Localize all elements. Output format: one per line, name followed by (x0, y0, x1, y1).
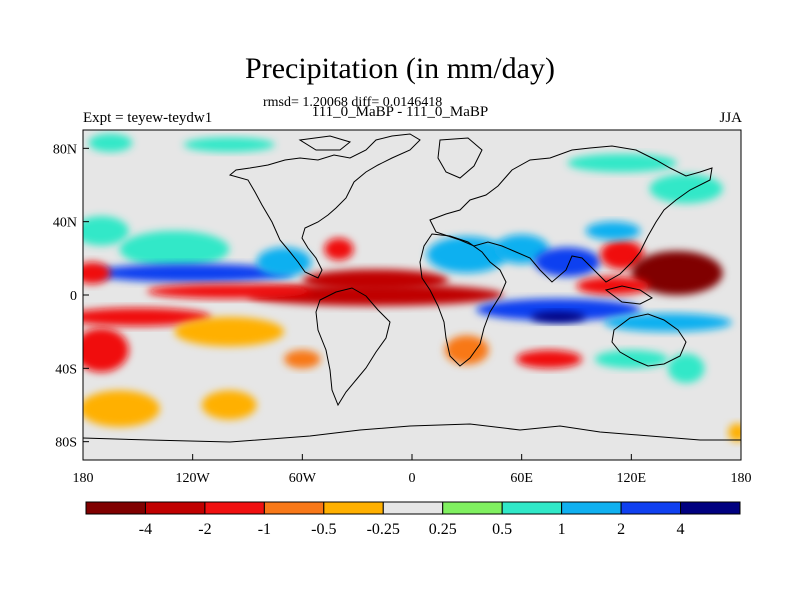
coastline-antarctica (83, 423, 741, 443)
anomaly-cell-23 (576, 276, 650, 296)
coastline-greenland (437, 137, 483, 179)
y-tick-label-3: 40S (55, 362, 77, 377)
anomaly-cell-30 (667, 353, 705, 384)
x-tick-label-0: 180 (73, 471, 94, 486)
y-tick-label-0: 80N (53, 142, 77, 157)
x-tick-label-4: 60E (510, 471, 533, 486)
experiment-label: Expt = teyew-teydw1 (83, 110, 213, 126)
coastline-arctic-islands (298, 135, 352, 151)
anomaly-cell-28 (516, 350, 582, 369)
anomaly-cell-21 (600, 240, 645, 270)
anomaly-cell-19 (494, 234, 550, 264)
anomaly-cell-6 (92, 263, 294, 283)
anomaly-cell-10 (247, 284, 504, 306)
anomaly-cell-20 (534, 247, 601, 277)
anomaly-cell-24 (475, 298, 641, 321)
coastline-maritime-continent (604, 285, 653, 305)
colorbar-label-8: 2 (617, 521, 625, 538)
anomaly-cell-16 (83, 390, 160, 427)
y-tick-label-4: 80S (55, 436, 77, 451)
y-tick-label-2: 0 (70, 289, 77, 304)
colorbar-swatch-8 (561, 501, 622, 515)
coastline-africa (419, 233, 507, 367)
anomaly-cell-17 (201, 390, 257, 420)
anomaly-cell-22 (631, 251, 723, 295)
anomaly-cell-11 (146, 284, 312, 299)
colorbar-swatch-9 (620, 501, 682, 515)
colorbar-label-0: -4 (139, 521, 152, 538)
colorbar-label-6: 0.5 (492, 521, 512, 538)
colorbar-swatch-2 (204, 501, 265, 515)
anomaly-cell-12 (83, 262, 111, 284)
colorbar-swatch-5 (382, 501, 444, 515)
colorbar-swatch-3 (263, 501, 325, 515)
x-tick-label-3: 0 (409, 471, 416, 486)
anomaly-cell-2 (567, 153, 678, 173)
anomaly-cell-25 (530, 311, 586, 323)
anomaly-cell-29 (594, 350, 668, 369)
anomaly-field (83, 133, 741, 442)
anomaly-cell-33 (728, 423, 741, 442)
coastline-north-america (228, 133, 421, 279)
period-label: 111_0_MaBP - 111_0_MaBP (311, 104, 489, 120)
colorbar-swatch-10 (680, 501, 741, 515)
coastline-australia (611, 313, 687, 367)
colorbar: -4 -2 -1 -0.5 -0.25 0.25 0.5 1 2 4 (85, 501, 741, 538)
anomaly-cell-13 (83, 307, 211, 327)
colorbar-swatch-7 (501, 501, 563, 515)
anomaly-cell-31 (585, 221, 641, 240)
colorbar-swatch-0 (85, 501, 146, 515)
coastline-eurasia (429, 145, 713, 283)
season-label: JJA (719, 110, 742, 126)
colorbar-swatch-1 (144, 501, 206, 515)
x-tick-label-1: 120W (176, 471, 211, 486)
x-tick-label-6: 180 (731, 471, 752, 486)
anomaly-cell-7 (256, 247, 312, 277)
colorbar-label-9: 4 (677, 521, 685, 538)
colorbar-label-2: -1 (258, 521, 271, 538)
coastline-south-america (315, 287, 391, 407)
anomaly-cell-15 (83, 328, 129, 372)
chart-title: Precipitation (in mm/day) (245, 52, 555, 85)
anomaly-cell-0 (88, 133, 133, 152)
anomaly-cell-5 (119, 230, 230, 268)
axes: 180 120W 60W 0 60E 120E 180 80N 40N 0 40S 80S (53, 142, 752, 486)
anomaly-cell-32 (284, 350, 321, 369)
colorbar-label-3: -0.5 (311, 521, 336, 538)
y-tick-label-1: 40N (53, 216, 77, 231)
anomaly-cell-14 (174, 317, 285, 347)
anomaly-cell-3 (649, 174, 723, 204)
anomaly-cell-8 (324, 238, 354, 261)
colorbar-swatch-4 (323, 501, 384, 515)
colorbar-label-4: -0.25 (367, 521, 400, 538)
anomaly-cell-18 (426, 236, 508, 273)
x-tick-label-2: 60W (289, 471, 317, 486)
colorbar-swatch-6 (442, 501, 503, 515)
colorbar-label-1: -2 (198, 521, 211, 538)
colorbar-label-7: 1 (558, 521, 566, 538)
anomaly-cell-1 (183, 137, 275, 153)
anomaly-cell-4 (83, 216, 129, 246)
colorbar-label-5: 0.25 (429, 521, 457, 538)
rmsd-label: rmsd= 1.20068 diff= 0.0146418 (263, 95, 443, 110)
coastlines (83, 133, 741, 443)
anomaly-cell-27 (444, 335, 489, 365)
x-tick-label-5: 120E (617, 471, 647, 486)
